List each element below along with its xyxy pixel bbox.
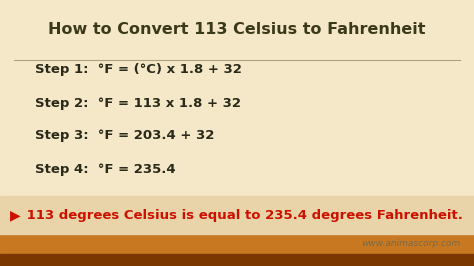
Text: www.animascorp.com: www.animascorp.com — [361, 239, 460, 248]
Text: Step 4:  °F = 235.4: Step 4: °F = 235.4 — [35, 163, 176, 176]
Text: How to Convert 113 Celsius to Fahrenheit: How to Convert 113 Celsius to Fahrenheit — [48, 22, 426, 37]
Text: Step 3:  °F = 203.4 + 32: Step 3: °F = 203.4 + 32 — [35, 130, 214, 143]
Bar — [0, 196, 474, 234]
Text: 113 degrees Celsius is equal to 235.4 degrees Fahrenheit.: 113 degrees Celsius is equal to 235.4 de… — [22, 209, 463, 222]
Text: ▶: ▶ — [10, 208, 21, 222]
Bar — [0, 234, 474, 254]
Text: Step 2:  °F = 113 x 1.8 + 32: Step 2: °F = 113 x 1.8 + 32 — [35, 97, 241, 110]
Text: Step 1:  °F = (°C) x 1.8 + 32: Step 1: °F = (°C) x 1.8 + 32 — [35, 64, 242, 77]
Bar — [0, 254, 474, 266]
